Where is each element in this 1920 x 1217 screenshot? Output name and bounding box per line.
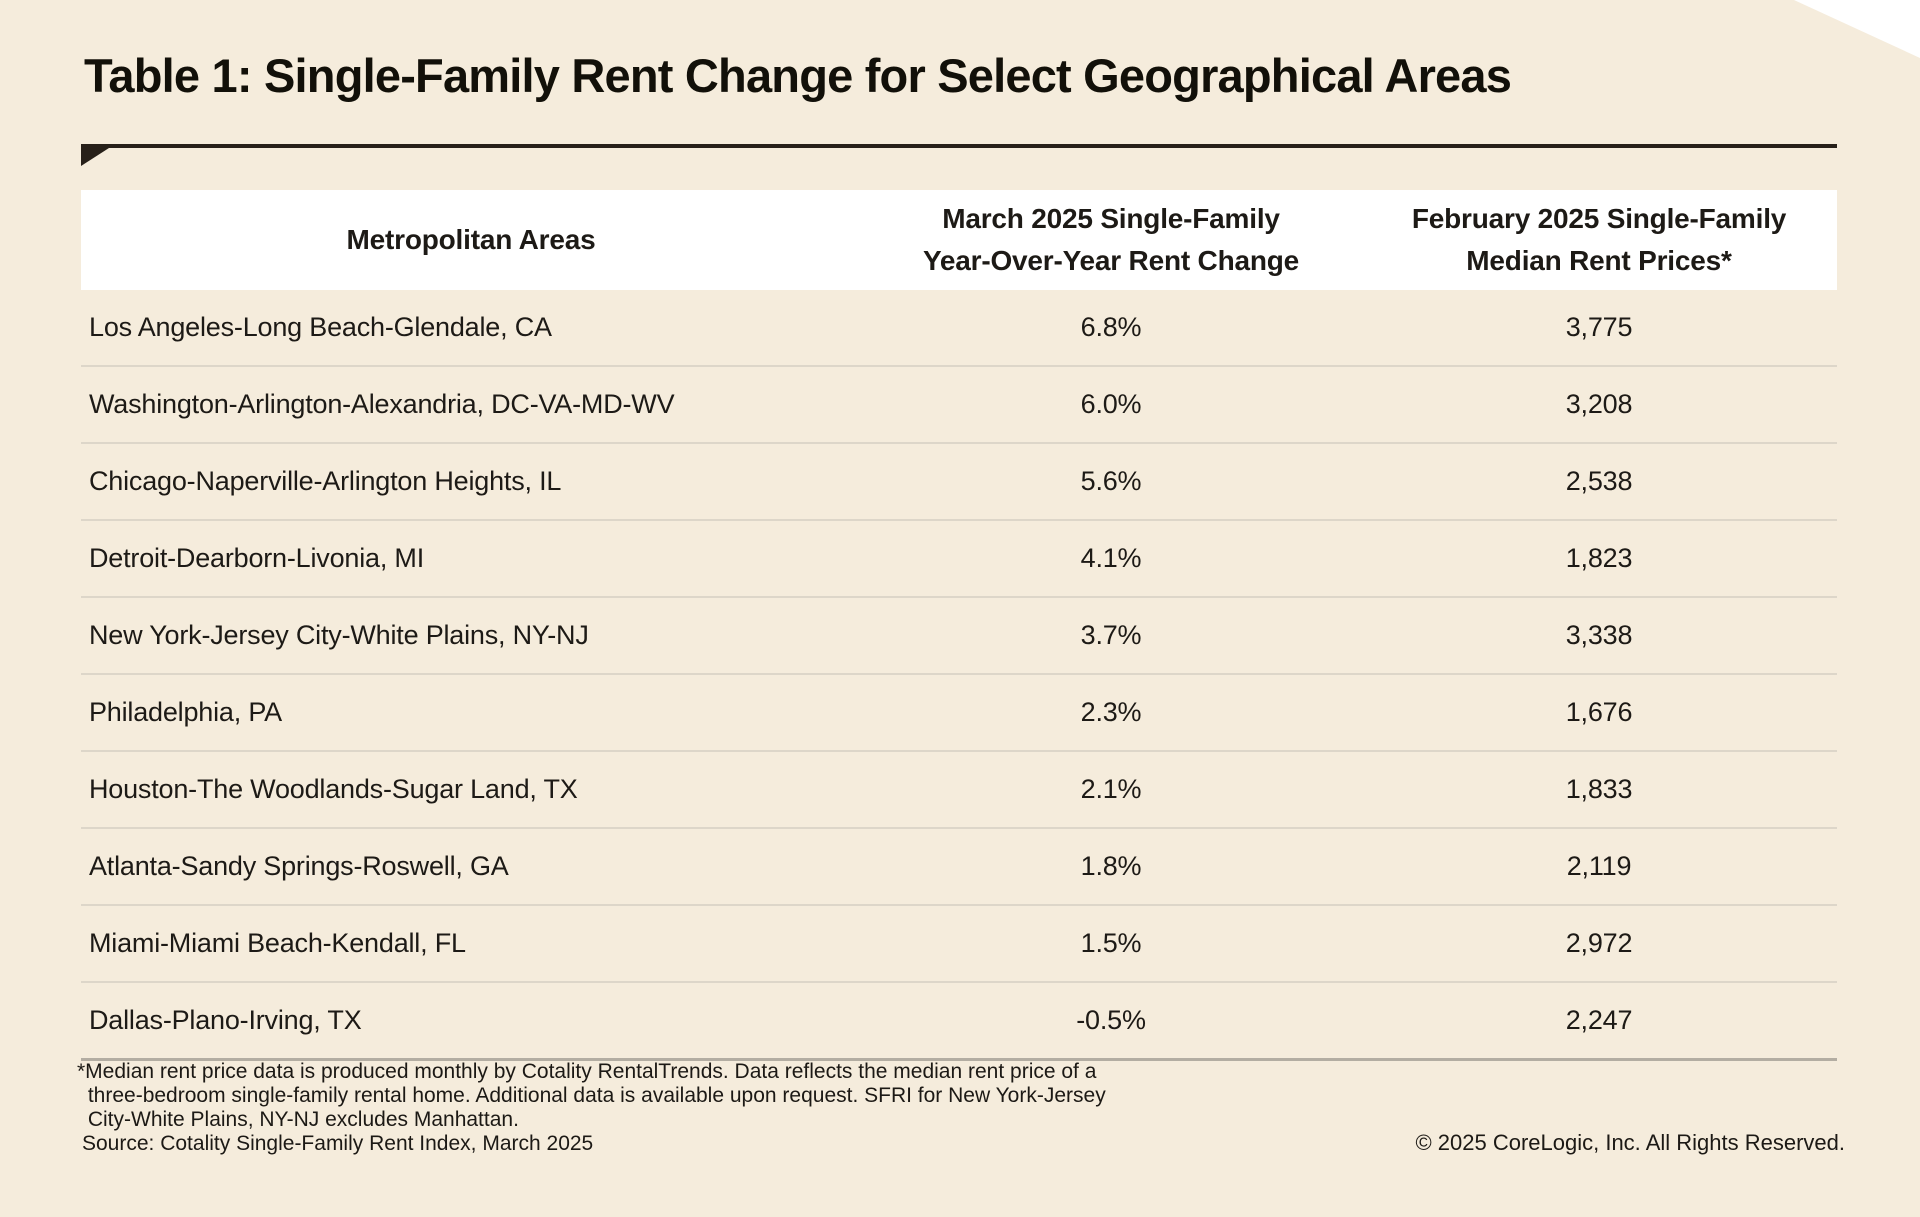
median-rent-cell: 1,823 <box>1565 543 1633 573</box>
table-row: Dallas-Plano-Irving, TX -0.5% 2,247 <box>81 981 1837 1058</box>
metro-area-cell: Dallas-Plano-Irving, TX <box>89 1005 362 1035</box>
metro-area-cell: Washington-Arlington-Alexandria, DC-VA-M… <box>89 389 675 419</box>
rent-change-cell: 1.5% <box>1080 928 1142 958</box>
column-header-median-rent: February 2025 Single-Family Median Rent … <box>1411 203 1787 276</box>
median-rent-cell: 3,775 <box>1565 312 1633 342</box>
title-rule <box>81 144 1837 166</box>
rent-change-cell: 1.8% <box>1080 851 1142 881</box>
metro-area-cell: Chicago-Naperville-Arlington Heights, IL <box>89 466 562 496</box>
rent-change-cell: 3.7% <box>1080 620 1142 650</box>
footer-notes: *Median rent price data is produced mont… <box>77 1060 1282 1156</box>
table-row: New York-Jersey City-White Plains, NY-NJ… <box>81 596 1837 673</box>
copyright-notice: © 2025 CoreLogic, Inc. All Rights Reserv… <box>1415 1130 1845 1155</box>
corner-cut-decoration <box>1794 0 1920 58</box>
source-line: Source: Cotality Single-Family Rent Inde… <box>82 1132 594 1155</box>
rent-change-cell: 4.1% <box>1080 543 1142 573</box>
metro-area-cell: Detroit-Dearborn-Livonia, MI <box>89 543 425 573</box>
horizontal-rule <box>81 144 1837 148</box>
rent-change-cell: 6.8% <box>1080 312 1142 342</box>
median-rent-cell: 2,119 <box>1566 851 1632 881</box>
median-rent-cell: 3,208 <box>1565 389 1633 419</box>
metro-area-cell: Philadelphia, PA <box>89 697 282 727</box>
metro-area-cell: Los Angeles-Long Beach-Glendale, CA <box>89 312 552 342</box>
column-header-metro-areas: Metropolitan Areas <box>346 224 596 255</box>
rent-change-cell: 2.3% <box>1080 697 1142 727</box>
flag-triangle-icon <box>81 148 109 166</box>
table-row: Houston-The Woodlands-Sugar Land, TX 2.1… <box>81 750 1837 827</box>
metro-area-cell: Miami-Miami Beach-Kendall, FL <box>89 928 466 958</box>
median-rent-cell: 2,247 <box>1565 1005 1633 1035</box>
table-row: Miami-Miami Beach-Kendall, FL 1.5% 2,972 <box>81 904 1837 981</box>
table-row: Philadelphia, PA 2.3% 1,676 <box>81 673 1837 750</box>
metro-area-cell: New York-Jersey City-White Plains, NY-NJ <box>89 620 589 650</box>
median-rent-cell: 2,538 <box>1565 466 1633 496</box>
table-row: Washington-Arlington-Alexandria, DC-VA-M… <box>81 365 1837 442</box>
table-header-row: Metropolitan Areas March 2025 Single-Fam… <box>81 190 1837 290</box>
rent-change-table: Metropolitan Areas March 2025 Single-Fam… <box>81 190 1837 1061</box>
rent-change-cell: 2.1% <box>1080 774 1142 804</box>
column-header-rent-change: March 2025 Single-Family Year-Over-Year … <box>922 203 1300 276</box>
rent-change-cell: 5.6% <box>1080 466 1142 496</box>
figure-title: Table 1: Single-Family Rent Change for S… <box>84 49 1512 102</box>
median-rent-cell: 2,972 <box>1565 928 1633 958</box>
median-rent-cell: 1,676 <box>1565 697 1633 727</box>
metro-area-cell: Atlanta-Sandy Springs-Roswell, GA <box>89 851 509 881</box>
footnote-text: *Median rent price data is produced mont… <box>77 1060 1106 1131</box>
median-rent-cell: 1,833 <box>1565 774 1633 804</box>
rent-change-cell: 6.0% <box>1080 389 1142 419</box>
table-row: Los Angeles-Long Beach-Glendale, CA 6.8%… <box>81 290 1837 365</box>
metro-area-cell: Houston-The Woodlands-Sugar Land, TX <box>89 774 578 804</box>
median-rent-cell: 3,338 <box>1565 620 1633 650</box>
table-row: Detroit-Dearborn-Livonia, MI 4.1% 1,823 <box>81 519 1837 596</box>
rent-change-cell: -0.5% <box>1076 1005 1146 1035</box>
table-row: Chicago-Naperville-Arlington Heights, IL… <box>81 442 1837 519</box>
table-row: Atlanta-Sandy Springs-Roswell, GA 1.8% 2… <box>81 827 1837 904</box>
table-body: Los Angeles-Long Beach-Glendale, CA 6.8%… <box>81 290 1837 1061</box>
